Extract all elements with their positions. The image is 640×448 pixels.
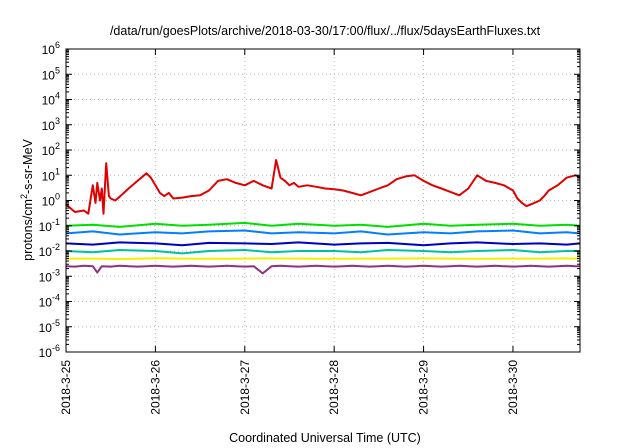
series-line-7 xyxy=(65,264,580,275)
x-tick-label: 2018-3-26 xyxy=(148,360,162,415)
y-tick-label: 100 xyxy=(42,192,60,209)
y-tick-exponent: -3 xyxy=(52,267,60,277)
y-tick-exponent: 5 xyxy=(55,65,60,75)
x-tick-label: 2018-3-27 xyxy=(238,360,252,415)
y-tick-base: 10 xyxy=(42,119,56,133)
y-tick-base: 10 xyxy=(42,43,56,57)
y-tick-exponent: 3 xyxy=(55,116,60,126)
y-axis: 10-610-510-410-310-210-11001011021031041… xyxy=(39,40,580,360)
grid xyxy=(66,49,580,352)
y-tick-base: 10 xyxy=(39,245,53,259)
y-tick-label: 105 xyxy=(42,65,60,82)
x-axis-label: Coordinated Universal Time (UTC) xyxy=(229,431,421,445)
y-tick-exponent: 1 xyxy=(55,166,60,176)
series-line-5 xyxy=(65,249,580,255)
y-tick-exponent: 2 xyxy=(55,141,60,151)
y-tick-base: 10 xyxy=(42,144,56,158)
y-tick-label: 103 xyxy=(42,116,60,133)
y-tick-exponent: -4 xyxy=(52,293,60,303)
x-tick-label: 2018-3-28 xyxy=(327,360,341,415)
y-tick-exponent: -5 xyxy=(52,318,60,328)
y-tick-label: 10-2 xyxy=(39,242,60,259)
y-tick-label: 10-5 xyxy=(39,318,60,335)
y-tick-label: 101 xyxy=(42,166,60,183)
y-tick-base: 10 xyxy=(39,321,53,335)
y-tick-base: 10 xyxy=(42,169,56,183)
y-tick-base: 10 xyxy=(39,270,53,284)
y-tick-label: 10-3 xyxy=(39,267,60,284)
x-tick-label: 2018-3-30 xyxy=(506,360,520,415)
y-tick-label: 102 xyxy=(42,141,60,158)
y-tick-base: 10 xyxy=(39,220,53,234)
y-tick-label: 106 xyxy=(42,40,60,57)
y-tick-label: 104 xyxy=(42,91,60,108)
y-tick-base: 10 xyxy=(39,296,53,310)
y-tick-exponent: 4 xyxy=(55,91,60,101)
y-tick-base: 10 xyxy=(42,68,56,82)
y-axis-label-post: -s-sr-MeV xyxy=(21,138,35,194)
y-tick-label: 10-6 xyxy=(39,343,60,360)
y-tick-exponent: 0 xyxy=(55,192,60,202)
y-axis-label-sup: 2 xyxy=(19,194,29,199)
series-line-2 xyxy=(65,221,581,228)
series-line-1 xyxy=(65,159,581,215)
y-tick-exponent: -1 xyxy=(52,217,60,227)
x-axis: 2018-3-25 2018-3-26 2018-3-27 2018-3-28 2018… xyxy=(59,49,520,415)
y-tick-label: 10-1 xyxy=(39,217,60,234)
y-tick-base: 10 xyxy=(39,346,53,360)
x-tick-label: 2018-3-29 xyxy=(417,360,431,415)
series-line-3 xyxy=(65,229,581,236)
x-tick-label: 2018-3-25 xyxy=(59,360,73,415)
y-tick-exponent: -2 xyxy=(52,242,60,252)
chart-title: /data/run/goesPlots/archive/2018-03-30/1… xyxy=(110,24,541,38)
series-group xyxy=(65,159,581,275)
y-tick-exponent: -6 xyxy=(52,343,60,353)
y-tick-base: 10 xyxy=(42,195,56,209)
series-line-6 xyxy=(66,257,581,260)
y-axis-label: protons/cm2-s-sr-MeV xyxy=(19,138,35,260)
y-tick-exponent: 6 xyxy=(55,40,60,50)
y-tick-label: 10-4 xyxy=(39,293,60,310)
series-line-4 xyxy=(65,241,581,247)
y-axis-label-pre: protons/cm xyxy=(21,199,35,261)
y-tick-base: 10 xyxy=(42,94,56,108)
